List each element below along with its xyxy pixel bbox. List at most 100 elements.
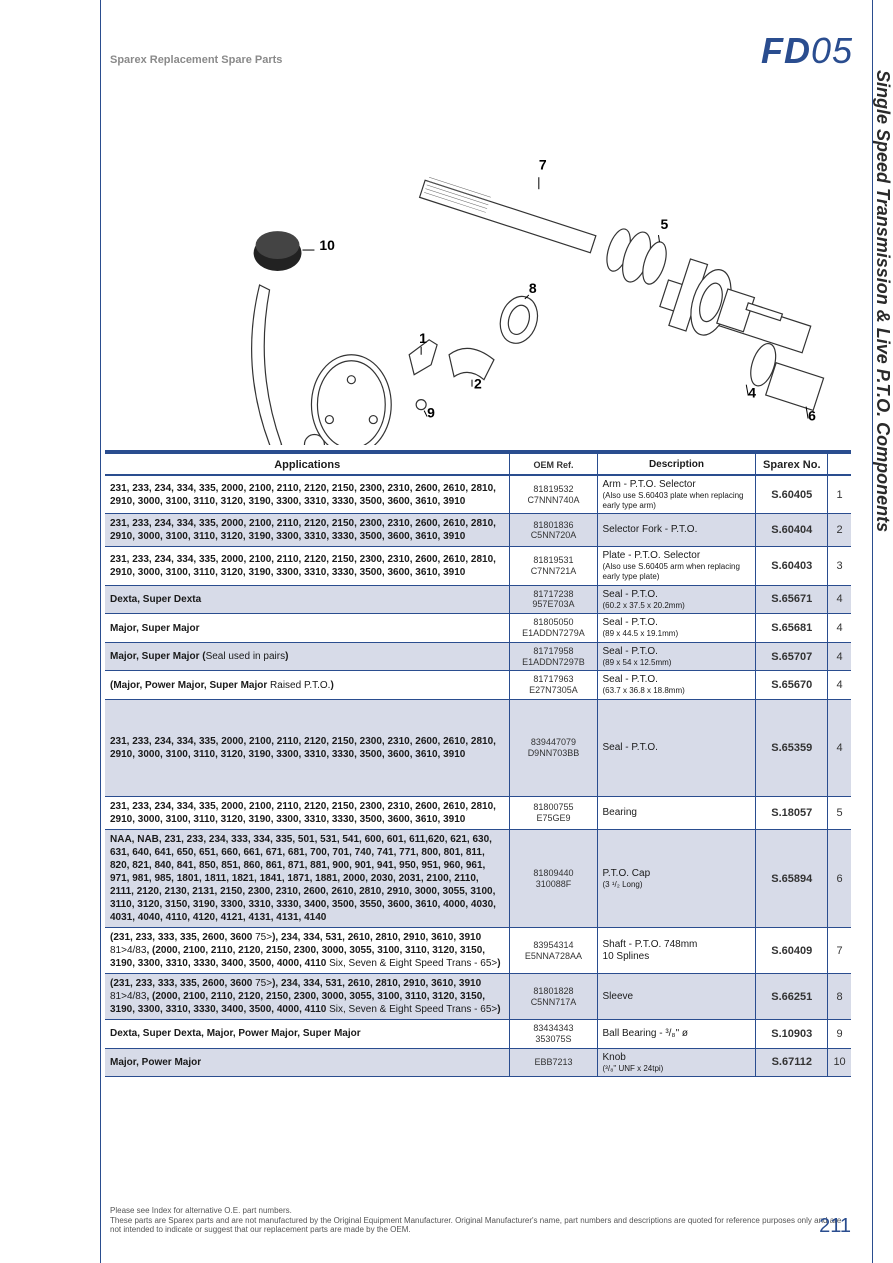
callout-7: 7 [539, 156, 547, 172]
cell-applications: Dexta, Super Dexta, Major, Power Major, … [105, 1020, 510, 1049]
table-row: Dexta, Super Dexta, Major, Power Major, … [105, 1020, 851, 1049]
cell-applications: (Major, Power Major, Super Major Raised … [105, 671, 510, 700]
th-applications: Applications [105, 453, 510, 475]
parts-table-wrap: Applications OEM Ref. Description Sparex… [105, 450, 851, 1193]
cell-sparex-no: S.60405 [756, 475, 828, 514]
section-code: FD05 [761, 30, 853, 72]
table-row: (231, 233, 333, 335, 2600, 3600 75>), 23… [105, 974, 851, 1020]
cell-oem: 81805050E1ADDN7279A [510, 614, 597, 643]
diagram-svg: 12345678910 [110, 85, 838, 445]
cell-index: 5 [828, 797, 851, 830]
cell-sparex-no: S.60409 [756, 928, 828, 974]
cell-index: 3 [828, 547, 851, 585]
cell-applications: (231, 233, 333, 335, 2600, 3600 75>), 23… [105, 974, 510, 1020]
cell-sparex-no: S.65707 [756, 642, 828, 671]
exploded-diagram: 12345678910 [110, 85, 838, 445]
callout-2: 2 [474, 376, 482, 392]
brand-subtitle: Sparex Replacement Spare Parts [110, 54, 282, 66]
cell-description: Plate - P.T.O. Selector(Also use S.60405… [597, 547, 756, 585]
cell-sparex-no: S.65670 [756, 671, 828, 700]
cell-oem: 83434343353075S [510, 1020, 597, 1049]
cell-index: 6 [828, 830, 851, 928]
cell-oem: 81717963E27N7305A [510, 671, 597, 700]
cell-index: 10 [828, 1048, 851, 1077]
cell-description: Selector Fork - P.T.O. [597, 514, 756, 547]
cell-description: Seal - P.T.O.(89 x 54 x 12.5mm) [597, 642, 756, 671]
cell-description: Shaft - P.T.O. 748mm10 Splines [597, 928, 756, 974]
cell-applications: 231, 233, 234, 334, 335, 2000, 2100, 211… [105, 700, 510, 797]
footer-line2: These parts are Sparex parts and are not… [110, 1216, 851, 1235]
page-number: 211 [819, 1215, 851, 1238]
table-row: (231, 233, 333, 335, 2600, 3600 75>), 23… [105, 928, 851, 974]
cell-description: Ball Bearing - ³/₈" ø [597, 1020, 756, 1049]
th-sparex: Sparex No. [756, 453, 828, 475]
cell-sparex-no: S.65894 [756, 830, 828, 928]
cell-index: 4 [828, 585, 851, 614]
callout-9: 9 [427, 405, 435, 421]
cell-applications: (231, 233, 333, 335, 2600, 3600 75>), 23… [105, 928, 510, 974]
cell-description: Seal - P.T.O. [597, 700, 756, 797]
cell-description: Seal - P.T.O.(60.2 x 37.5 x 20.2mm) [597, 585, 756, 614]
cell-description: Seal - P.T.O.(89 x 44.5 x 19.1mm) [597, 614, 756, 643]
table-header: Applications OEM Ref. Description Sparex… [105, 453, 851, 475]
callout-4: 4 [748, 385, 756, 401]
cell-index: 4 [828, 642, 851, 671]
cell-applications: 231, 233, 234, 334, 335, 2000, 2100, 211… [105, 797, 510, 830]
cell-oem: 81819532C7NNN740A [510, 475, 597, 514]
cell-sparex-no: S.65671 [756, 585, 828, 614]
cell-oem: 81809440310088F [510, 830, 597, 928]
table-row: NAA, NAB, 231, 233, 234, 333, 334, 335, … [105, 830, 851, 928]
cell-description: Arm - P.T.O. Selector(Also use S.60403 p… [597, 475, 756, 514]
cell-sparex-no: S.65681 [756, 614, 828, 643]
lever-part [252, 285, 282, 445]
th-oem: OEM Ref. [510, 453, 597, 475]
cell-oem: 81819531C7NN721A [510, 547, 597, 585]
cell-description: Seal - P.T.O.(63.7 x 36.8 x 18.8mm) [597, 671, 756, 700]
cell-applications: Major, Power Major [105, 1048, 510, 1077]
cell-index: 2 [828, 514, 851, 547]
cell-applications: 231, 233, 234, 334, 335, 2000, 2100, 211… [105, 514, 510, 547]
cell-index: 8 [828, 974, 851, 1020]
table-row: 231, 233, 234, 334, 335, 2000, 2100, 211… [105, 547, 851, 585]
cell-oem: 81801828C5NN717A [510, 974, 597, 1020]
table-row: Major, Super Major81805050E1ADDN7279ASea… [105, 614, 851, 643]
table-row: (Major, Power Major, Super Major Raised … [105, 671, 851, 700]
side-section-title: Single Speed Transmission & Live P.T.O. … [863, 70, 893, 630]
cell-oem: 81717238957E703A [510, 585, 597, 614]
cell-oem: EBB7213 [510, 1048, 597, 1077]
footer-disclaimer: Please see Index for alternative O.E. pa… [110, 1206, 851, 1235]
callout-5: 5 [660, 216, 668, 232]
cell-index: 4 [828, 614, 851, 643]
th-index [828, 453, 851, 475]
cell-sparex-no: S.65359 [756, 700, 828, 797]
parts-table: Applications OEM Ref. Description Sparex… [105, 452, 851, 1077]
footer-line1: Please see Index for alternative O.E. pa… [110, 1206, 851, 1216]
cell-applications: 231, 233, 234, 334, 335, 2000, 2100, 211… [105, 475, 510, 514]
cell-sparex-no: S.10903 [756, 1020, 828, 1049]
table-row: Major, Power MajorEBB7213Knob(³/₈" UNF x… [105, 1048, 851, 1077]
table-row: 231, 233, 234, 334, 335, 2000, 2100, 211… [105, 797, 851, 830]
cell-applications: NAA, NAB, 231, 233, 234, 333, 334, 335, … [105, 830, 510, 928]
cell-index: 9 [828, 1020, 851, 1049]
cell-index: 4 [828, 700, 851, 797]
cell-applications: Major, Super Major (Seal used in pairs) [105, 642, 510, 671]
table-row: 231, 233, 234, 334, 335, 2000, 2100, 211… [105, 514, 851, 547]
cell-index: 4 [828, 671, 851, 700]
cell-oem: 839447079D9NN703BB [510, 700, 597, 797]
callout-6: 6 [808, 408, 816, 424]
th-description: Description [597, 453, 756, 475]
cell-sparex-no: S.60404 [756, 514, 828, 547]
cell-applications: Major, Super Major [105, 614, 510, 643]
cell-index: 7 [828, 928, 851, 974]
cell-oem: 81717958E1ADDN7297B [510, 642, 597, 671]
cell-oem: 83954314E5NNA728AA [510, 928, 597, 974]
cell-description: Sleeve [597, 974, 756, 1020]
cell-sparex-no: S.67112 [756, 1048, 828, 1077]
callout-10: 10 [319, 237, 335, 253]
cell-oem: 81801836C5NN720A [510, 514, 597, 547]
cell-description: Knob(³/₈" UNF x 24tpi) [597, 1048, 756, 1077]
code-prefix: FD [761, 30, 811, 71]
table-row: 231, 233, 234, 334, 335, 2000, 2100, 211… [105, 475, 851, 514]
code-suffix: 05 [811, 30, 853, 71]
selector-fork [449, 348, 494, 379]
